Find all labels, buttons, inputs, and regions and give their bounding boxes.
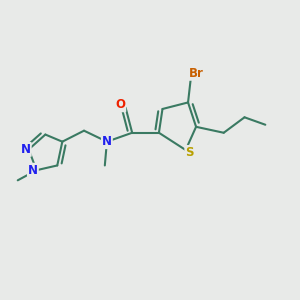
Text: O: O (115, 98, 125, 111)
Text: N: N (28, 164, 38, 177)
Text: Br: Br (189, 67, 204, 80)
Text: N: N (102, 135, 112, 148)
Text: N: N (21, 143, 31, 156)
Text: S: S (185, 146, 194, 159)
